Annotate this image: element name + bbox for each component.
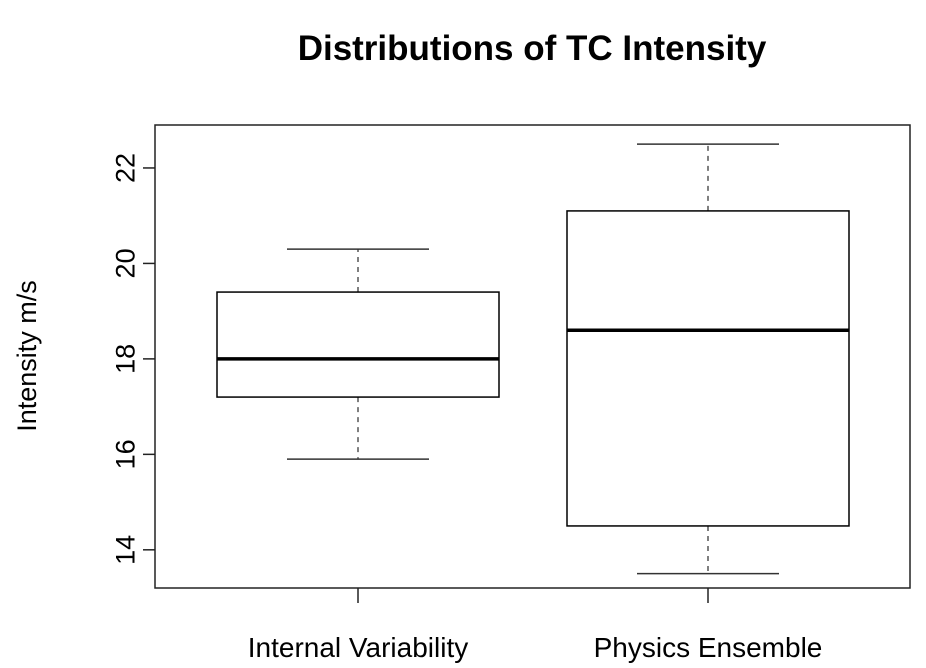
plot-frame <box>154 124 911 589</box>
y-axis-label: Intensity m/s <box>12 280 42 432</box>
boxes <box>216 143 850 575</box>
x-axis: Internal Variability Physics Ensemble <box>248 588 823 663</box>
y-tick-label: 16 <box>110 439 140 469</box>
x-tick-label: Internal Variability <box>248 632 468 663</box>
box-2 <box>566 143 850 575</box>
x-tick-label: Physics Ensemble <box>594 632 823 663</box>
y-axis: 14 16 18 20 22 <box>110 153 155 565</box>
iqr-box <box>216 291 500 398</box>
y-tick-label: 14 <box>110 535 140 565</box>
chart-title: Distributions of TC Intensity <box>298 29 767 68</box>
y-tick-label: 18 <box>110 344 140 374</box>
y-tick-label: 22 <box>110 153 140 183</box>
iqr-box <box>566 210 850 527</box>
y-tick-label: 20 <box>110 248 140 278</box>
box-1 <box>216 248 500 460</box>
